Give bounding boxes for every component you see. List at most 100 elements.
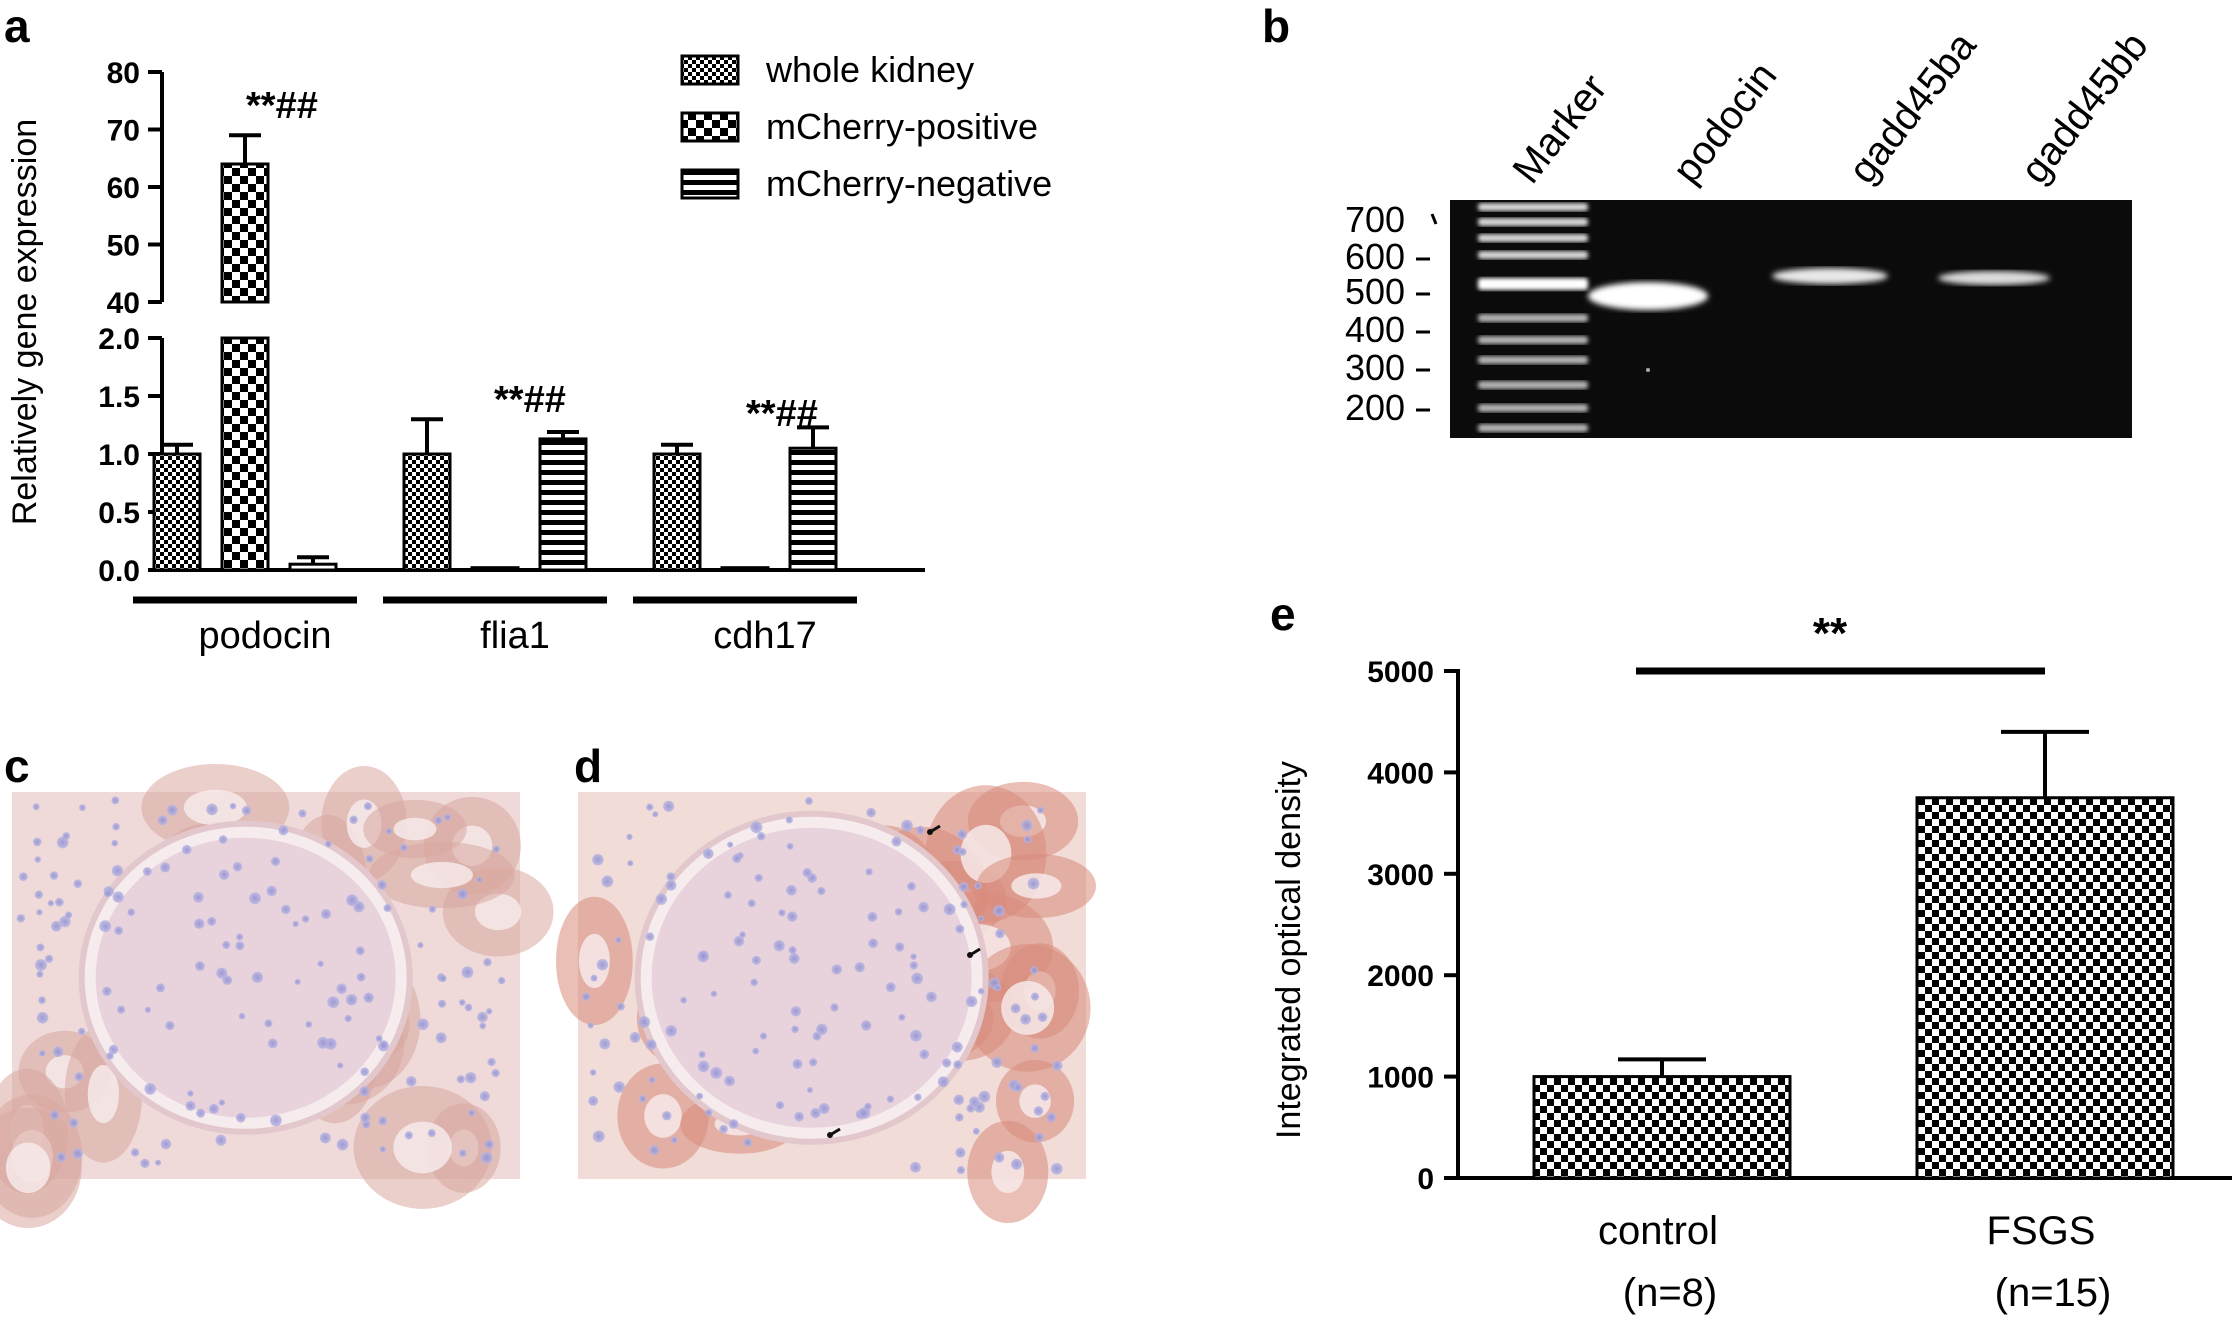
cell-nucleus — [144, 1006, 151, 1013]
cell-nucleus — [479, 1022, 487, 1030]
cell-nucleus — [106, 1052, 114, 1060]
size-label: 200 — [1345, 387, 1405, 428]
cell-nucleus — [52, 1046, 64, 1058]
cell-nucleus — [317, 960, 324, 967]
lane-label: gadd45ba — [1840, 24, 1985, 192]
cell-nucleus — [267, 1038, 278, 1049]
cell-nucleus — [613, 1081, 625, 1093]
cell-nucleus — [305, 1020, 313, 1028]
size-label: 600 — [1345, 236, 1405, 277]
cell-nucleus — [918, 901, 929, 913]
cell-nucleus — [616, 1002, 625, 1011]
cell-nucleus — [778, 909, 786, 917]
tubule-lumen — [5, 1142, 51, 1194]
cell-nucleus — [590, 974, 598, 982]
cell-nucleus — [955, 1113, 964, 1122]
cell-nucleus — [754, 873, 763, 882]
cell-nucleus — [1040, 1091, 1050, 1101]
cell-nucleus — [773, 940, 785, 952]
cell-nucleus — [435, 1032, 447, 1044]
cell-nucleus — [914, 1093, 922, 1102]
cell-nucleus — [1030, 992, 1040, 1001]
cell-nucleus — [1030, 966, 1039, 975]
cell-nucleus — [38, 996, 46, 1004]
cell-nucleus — [1037, 806, 1045, 814]
cell-nucleus — [1034, 1132, 1044, 1142]
bar — [538, 437, 588, 572]
cell-nucleus — [399, 843, 408, 852]
chart-e: 0 1000 2000 3000 4000 5000 Integrated optical … — [1270, 609, 2232, 1315]
cell-nucleus — [724, 1075, 735, 1087]
y-tick-label: 1.5 — [98, 381, 140, 414]
cell-nucleus — [994, 984, 1002, 992]
lane-label: gadd45bb — [2012, 24, 2156, 191]
cell-nucleus — [775, 1101, 785, 1110]
cell-nucleus — [639, 1095, 647, 1103]
cell-nucleus — [269, 1114, 282, 1127]
y-tick-label: 1000 — [1367, 1062, 1434, 1095]
cell-nucleus — [346, 894, 358, 907]
cell-nucleus — [757, 832, 766, 841]
tubule-lumen — [87, 1065, 119, 1124]
size-label: 400 — [1345, 309, 1405, 350]
cell-nucleus — [805, 797, 813, 805]
cell-nucleus — [802, 868, 812, 878]
cell-nucleus — [298, 809, 307, 818]
cell-nucleus — [951, 1041, 963, 1053]
legend-swatch — [680, 111, 740, 143]
cell-nucleus — [491, 1068, 500, 1078]
cell-nucleus — [458, 999, 466, 1006]
cell-nucleus — [662, 1111, 672, 1121]
cell-nucleus — [1013, 1082, 1023, 1093]
cell-nucleus — [468, 1109, 476, 1117]
histology-image-c — [0, 764, 554, 1228]
cell-nucleus — [484, 1139, 494, 1150]
cell-nucleus — [909, 961, 919, 970]
cell-nucleus — [251, 971, 264, 984]
cell-nucleus — [385, 828, 393, 835]
cell-nucleus — [806, 1087, 813, 1094]
cell-nucleus — [194, 961, 205, 972]
cell-nucleus — [73, 879, 83, 889]
size-label: 300 — [1345, 347, 1405, 388]
cell-nucleus — [51, 920, 62, 932]
cell-nucleus — [831, 964, 843, 975]
cell-nucleus — [235, 1112, 246, 1123]
cell-nucleus — [592, 1130, 605, 1143]
cell-nucleus — [215, 1134, 227, 1146]
cell-nucleus — [788, 946, 797, 955]
cell-nucleus — [638, 1016, 651, 1028]
cell-nucleus — [910, 953, 917, 960]
cell-nucleus — [1010, 1003, 1021, 1014]
cell-nucleus — [1050, 1162, 1063, 1175]
cell-nucleus — [911, 972, 924, 985]
cell-nucleus — [375, 1035, 383, 1043]
panel-label-e: e — [1270, 588, 1296, 640]
marker-band — [1478, 278, 1588, 290]
cell-nucleus — [743, 1138, 753, 1147]
cell-nucleus — [144, 1083, 157, 1095]
bar — [720, 566, 770, 572]
cell-nucleus — [666, 872, 676, 881]
cell-nucleus — [69, 1118, 79, 1128]
cell-nucleus — [588, 1095, 599, 1106]
marker-band — [1478, 203, 1588, 211]
bar — [470, 566, 520, 572]
cell-nucleus — [36, 970, 44, 978]
cell-nucleus — [327, 996, 340, 1009]
cell-nucleus — [919, 1049, 930, 1060]
cell-nucleus — [894, 942, 905, 952]
cell-nucleus — [281, 904, 291, 915]
cell-nucleus — [108, 1044, 119, 1055]
cell-nucleus — [428, 905, 437, 913]
cell-nucleus — [36, 1011, 49, 1024]
cell-nucleus — [116, 1005, 126, 1014]
cell-nucleus — [492, 845, 501, 853]
cell-nucleus — [111, 864, 124, 877]
cell-nucleus — [665, 1025, 677, 1037]
cell-nucleus — [942, 1058, 952, 1068]
cell-nucleus — [1027, 877, 1040, 890]
cell-nucleus — [993, 905, 1005, 917]
cell-nucleus — [218, 1099, 226, 1106]
cell-nucleus — [956, 1165, 966, 1175]
